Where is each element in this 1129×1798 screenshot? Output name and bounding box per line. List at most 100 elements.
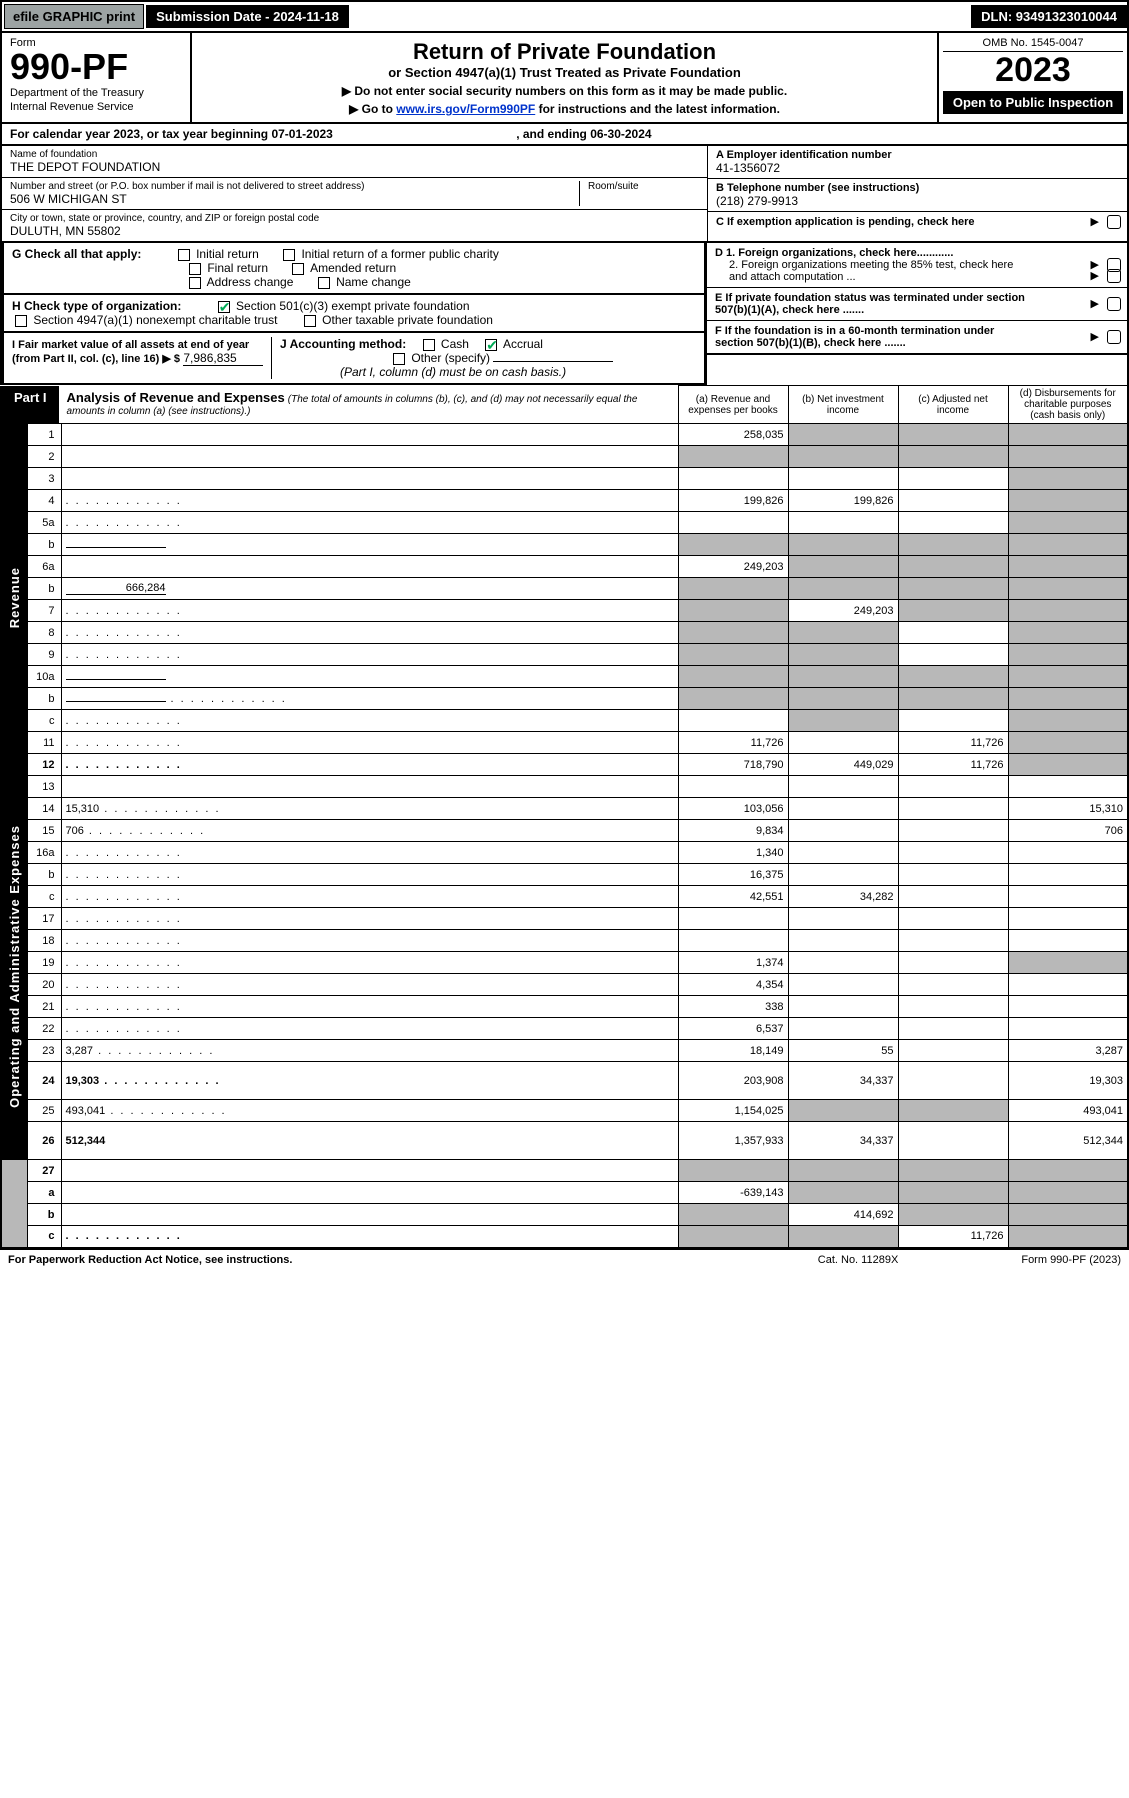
form990pf-link[interactable]: www.irs.gov/Form990PF: [396, 102, 535, 116]
section-i-j: I Fair market value of all assets at end…: [2, 333, 706, 385]
table-cell: [898, 512, 1008, 534]
line-num: b: [27, 1204, 61, 1226]
g-initial-former-checkbox[interactable]: [283, 249, 295, 261]
g-amended-checkbox[interactable]: [292, 263, 304, 275]
line-num: 1: [27, 424, 61, 446]
table-cell: [788, 820, 898, 842]
table-cell: [788, 556, 898, 578]
paperwork-notice: For Paperwork Reduction Act Notice, see …: [8, 1254, 292, 1266]
table-cell: [1008, 490, 1128, 512]
j-cash-checkbox[interactable]: [423, 339, 435, 351]
g-opt-4: Address change: [207, 275, 294, 289]
table-cell: [1008, 446, 1128, 468]
cal-pre: For calendar year 2023, or tax year begi…: [10, 127, 271, 141]
table-cell: 338: [678, 996, 788, 1018]
ein-label: A Employer identification number: [716, 149, 1119, 161]
table-cell: [898, 930, 1008, 952]
table-cell: [788, 776, 898, 798]
table-row: 204,354: [1, 974, 1128, 996]
table-cell: [788, 468, 898, 490]
table-cell: 11,726: [898, 732, 1008, 754]
submission-date: Submission Date - 2024-11-18: [146, 5, 349, 28]
table-row: 5a: [1, 512, 1128, 534]
section-label: Revenue: [1, 424, 27, 776]
table-row: b 414,692: [1, 1204, 1128, 1226]
col-c-hdr: (c) Adjusted net income: [898, 386, 1008, 424]
table-row: 9: [1, 644, 1128, 666]
table-cell: 11,726: [678, 732, 788, 754]
h-501c3-checkbox[interactable]: [218, 301, 230, 313]
line-desc: [61, 908, 678, 930]
g-address-change-checkbox[interactable]: [189, 277, 201, 289]
d2-checkbox[interactable]: [1107, 269, 1121, 283]
e-checkbox[interactable]: [1107, 297, 1121, 311]
j-other-checkbox[interactable]: [393, 353, 405, 365]
line-desc: [61, 974, 678, 996]
line-desc: [61, 732, 678, 754]
table-cell: [1008, 886, 1128, 908]
j-accrual-checkbox[interactable]: [485, 339, 497, 351]
table-cell: [788, 974, 898, 996]
g-name-change-checkbox[interactable]: [318, 277, 330, 289]
table-row: 4199,826199,826: [1, 490, 1128, 512]
line-num: a: [27, 1182, 61, 1204]
line-num: 26: [27, 1122, 61, 1160]
g-initial-return-checkbox[interactable]: [178, 249, 190, 261]
c-checkbox[interactable]: [1107, 215, 1121, 229]
table-row: 25493,0411,154,025493,041: [1, 1100, 1128, 1122]
table-cell: [1008, 754, 1128, 776]
table-row: a-639,143: [1, 1182, 1128, 1204]
table-cell: [1008, 952, 1128, 974]
line-num: c: [27, 710, 61, 732]
table-cell: 1,374: [678, 952, 788, 974]
line-num: 25: [27, 1100, 61, 1122]
table-cell: 512,344: [1008, 1122, 1128, 1160]
table-row: 27: [1, 1160, 1128, 1182]
table-row: 1111,72611,726: [1, 732, 1128, 754]
table-row: c: [1, 710, 1128, 732]
line-desc: 3,287: [61, 1040, 678, 1062]
line-num: 4: [27, 490, 61, 512]
g-opt-3: Amended return: [310, 261, 396, 275]
table-cell: [1008, 710, 1128, 732]
efile-button[interactable]: efile GRAPHIC print: [4, 4, 144, 29]
g-final-return-checkbox[interactable]: [189, 263, 201, 275]
table-row: 191,374: [1, 952, 1128, 974]
table-cell: [678, 578, 788, 600]
table-row: 233,28718,149553,287: [1, 1040, 1128, 1062]
table-row: 12718,790449,02911,726: [1, 754, 1128, 776]
table-cell: [898, 842, 1008, 864]
table-cell: [1008, 974, 1128, 996]
table-row: b: [1, 688, 1128, 710]
dln: DLN: 93491323010044: [971, 5, 1127, 28]
h-opt-2: Other taxable private foundation: [322, 313, 493, 327]
table-cell: [898, 1100, 1008, 1122]
table-cell: [1008, 424, 1128, 446]
table-cell: [898, 578, 1008, 600]
h-other-taxable-checkbox[interactable]: [304, 315, 316, 327]
table-cell: 16,375: [678, 864, 788, 886]
line-num: 6a: [27, 556, 61, 578]
table-cell: [898, 1122, 1008, 1160]
table-row: 226,537: [1, 1018, 1128, 1040]
table-cell: [788, 930, 898, 952]
line-desc: [61, 556, 678, 578]
table-cell: [898, 622, 1008, 644]
f-checkbox[interactable]: [1107, 330, 1121, 344]
table-cell: [1008, 1182, 1128, 1204]
line-desc: [61, 644, 678, 666]
table-row: c11,726: [1, 1226, 1128, 1248]
ein-value: 41-1356072: [716, 161, 1119, 175]
line-desc: [61, 688, 678, 710]
table-cell: [678, 534, 788, 556]
h-label: H Check type of organization:: [12, 299, 181, 313]
col-b-hdr: (b) Net investment income: [788, 386, 898, 424]
table-cell: [788, 908, 898, 930]
table-cell: [1008, 1226, 1128, 1248]
table-cell: 449,029: [788, 754, 898, 776]
h-4947-checkbox[interactable]: [15, 315, 27, 327]
line-desc: [61, 666, 678, 688]
h-opt-0: Section 501(c)(3) exempt private foundat…: [236, 299, 469, 313]
table-cell: [1008, 666, 1128, 688]
table-cell: 414,692: [788, 1204, 898, 1226]
